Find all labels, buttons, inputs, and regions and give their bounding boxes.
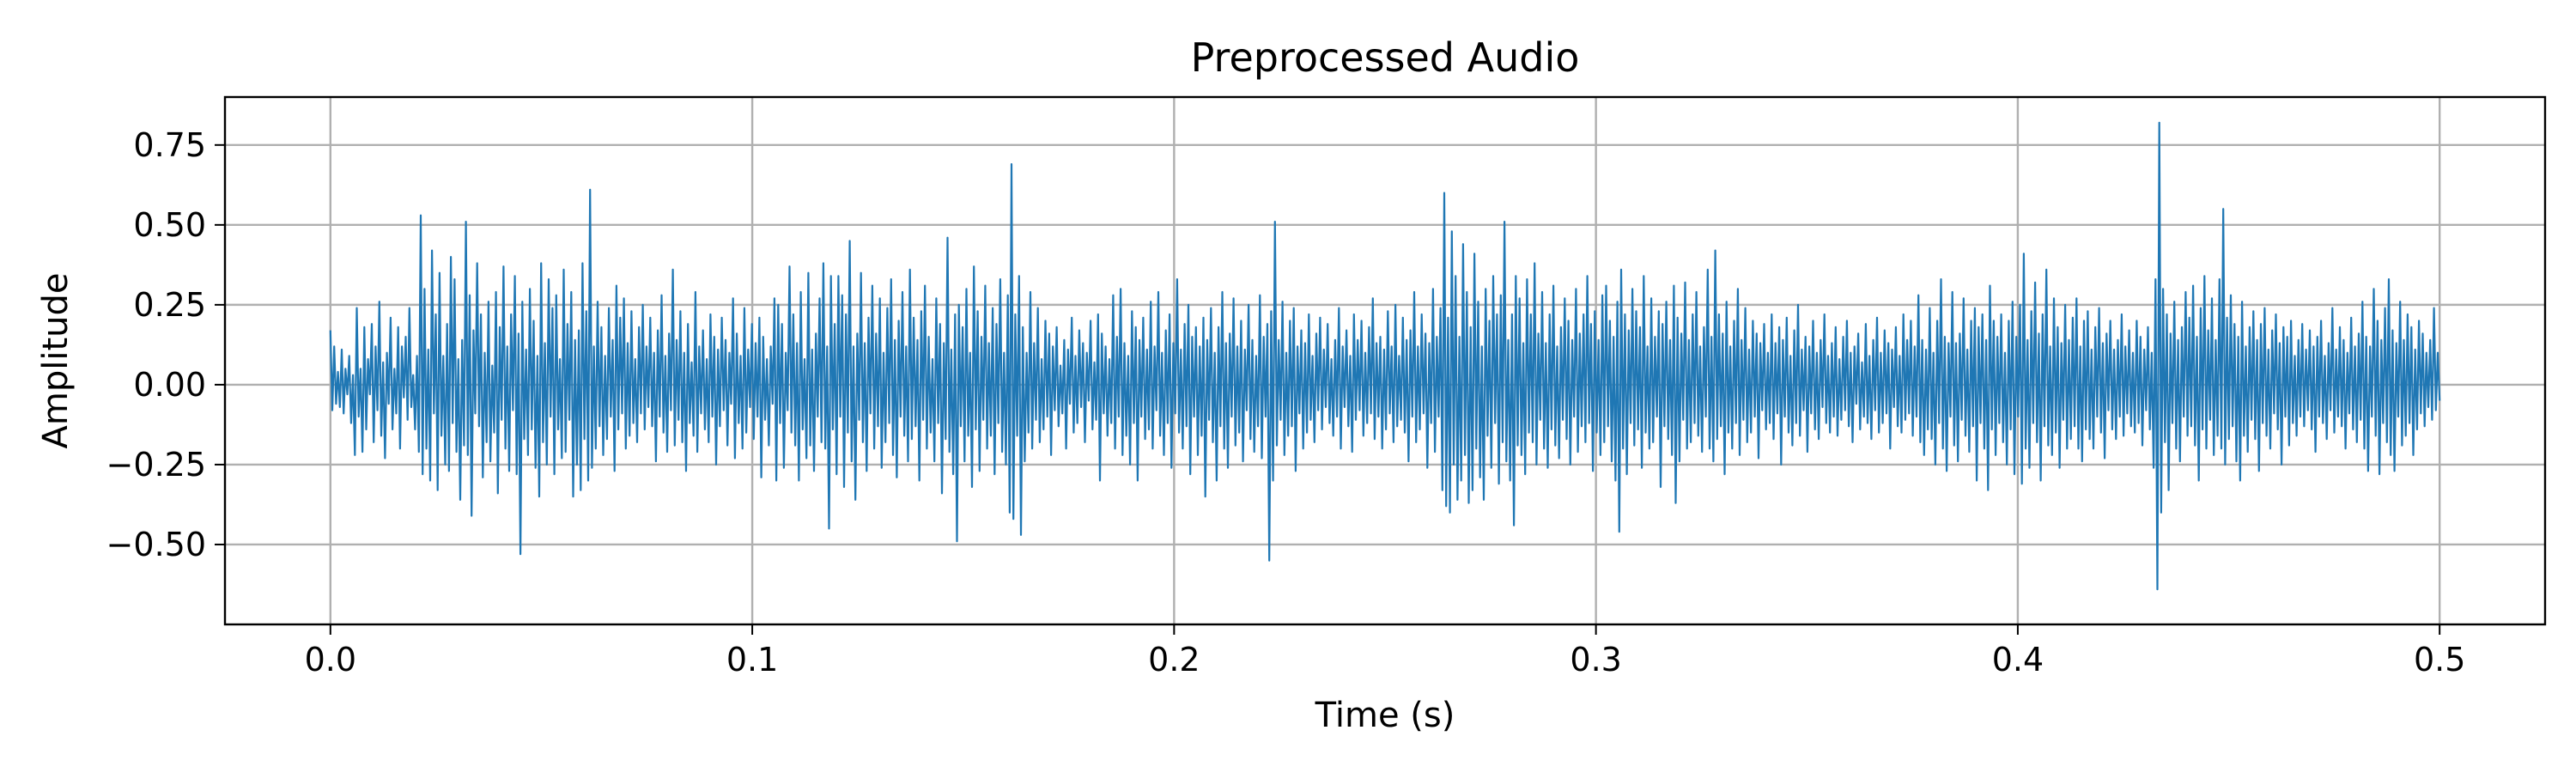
y-tick-label: 0.50 — [133, 206, 206, 244]
x-axis: 0.0 0.1 0.2 0.3 0.4 0.5 — [305, 624, 2465, 679]
x-tick-label: 0.1 — [726, 641, 778, 679]
y-tick-label: −0.50 — [106, 526, 206, 563]
y-tick-label: 0.00 — [133, 366, 206, 404]
plot-area — [329, 121, 2441, 591]
x-tick-label: 0.5 — [2414, 641, 2465, 679]
y-axis: −0.50 −0.25 0.00 0.25 0.50 0.75 — [106, 126, 225, 563]
x-tick-label: 0.4 — [1992, 641, 2044, 679]
x-tick-label: 0.2 — [1148, 641, 1200, 679]
chart-title: Preprocessed Audio — [1191, 34, 1580, 81]
x-tick-label: 0.3 — [1570, 641, 1621, 679]
y-tick-label: 0.75 — [133, 126, 206, 164]
y-axis-label: Amplitude — [36, 273, 76, 449]
audio-waveform-line — [329, 121, 2441, 591]
y-tick-label: 0.25 — [133, 286, 206, 324]
x-axis-label: Time (s) — [1315, 696, 1455, 735]
y-tick-label: −0.25 — [106, 446, 206, 484]
x-tick-label: 0.0 — [305, 641, 356, 679]
plot-frame — [223, 95, 2547, 626]
